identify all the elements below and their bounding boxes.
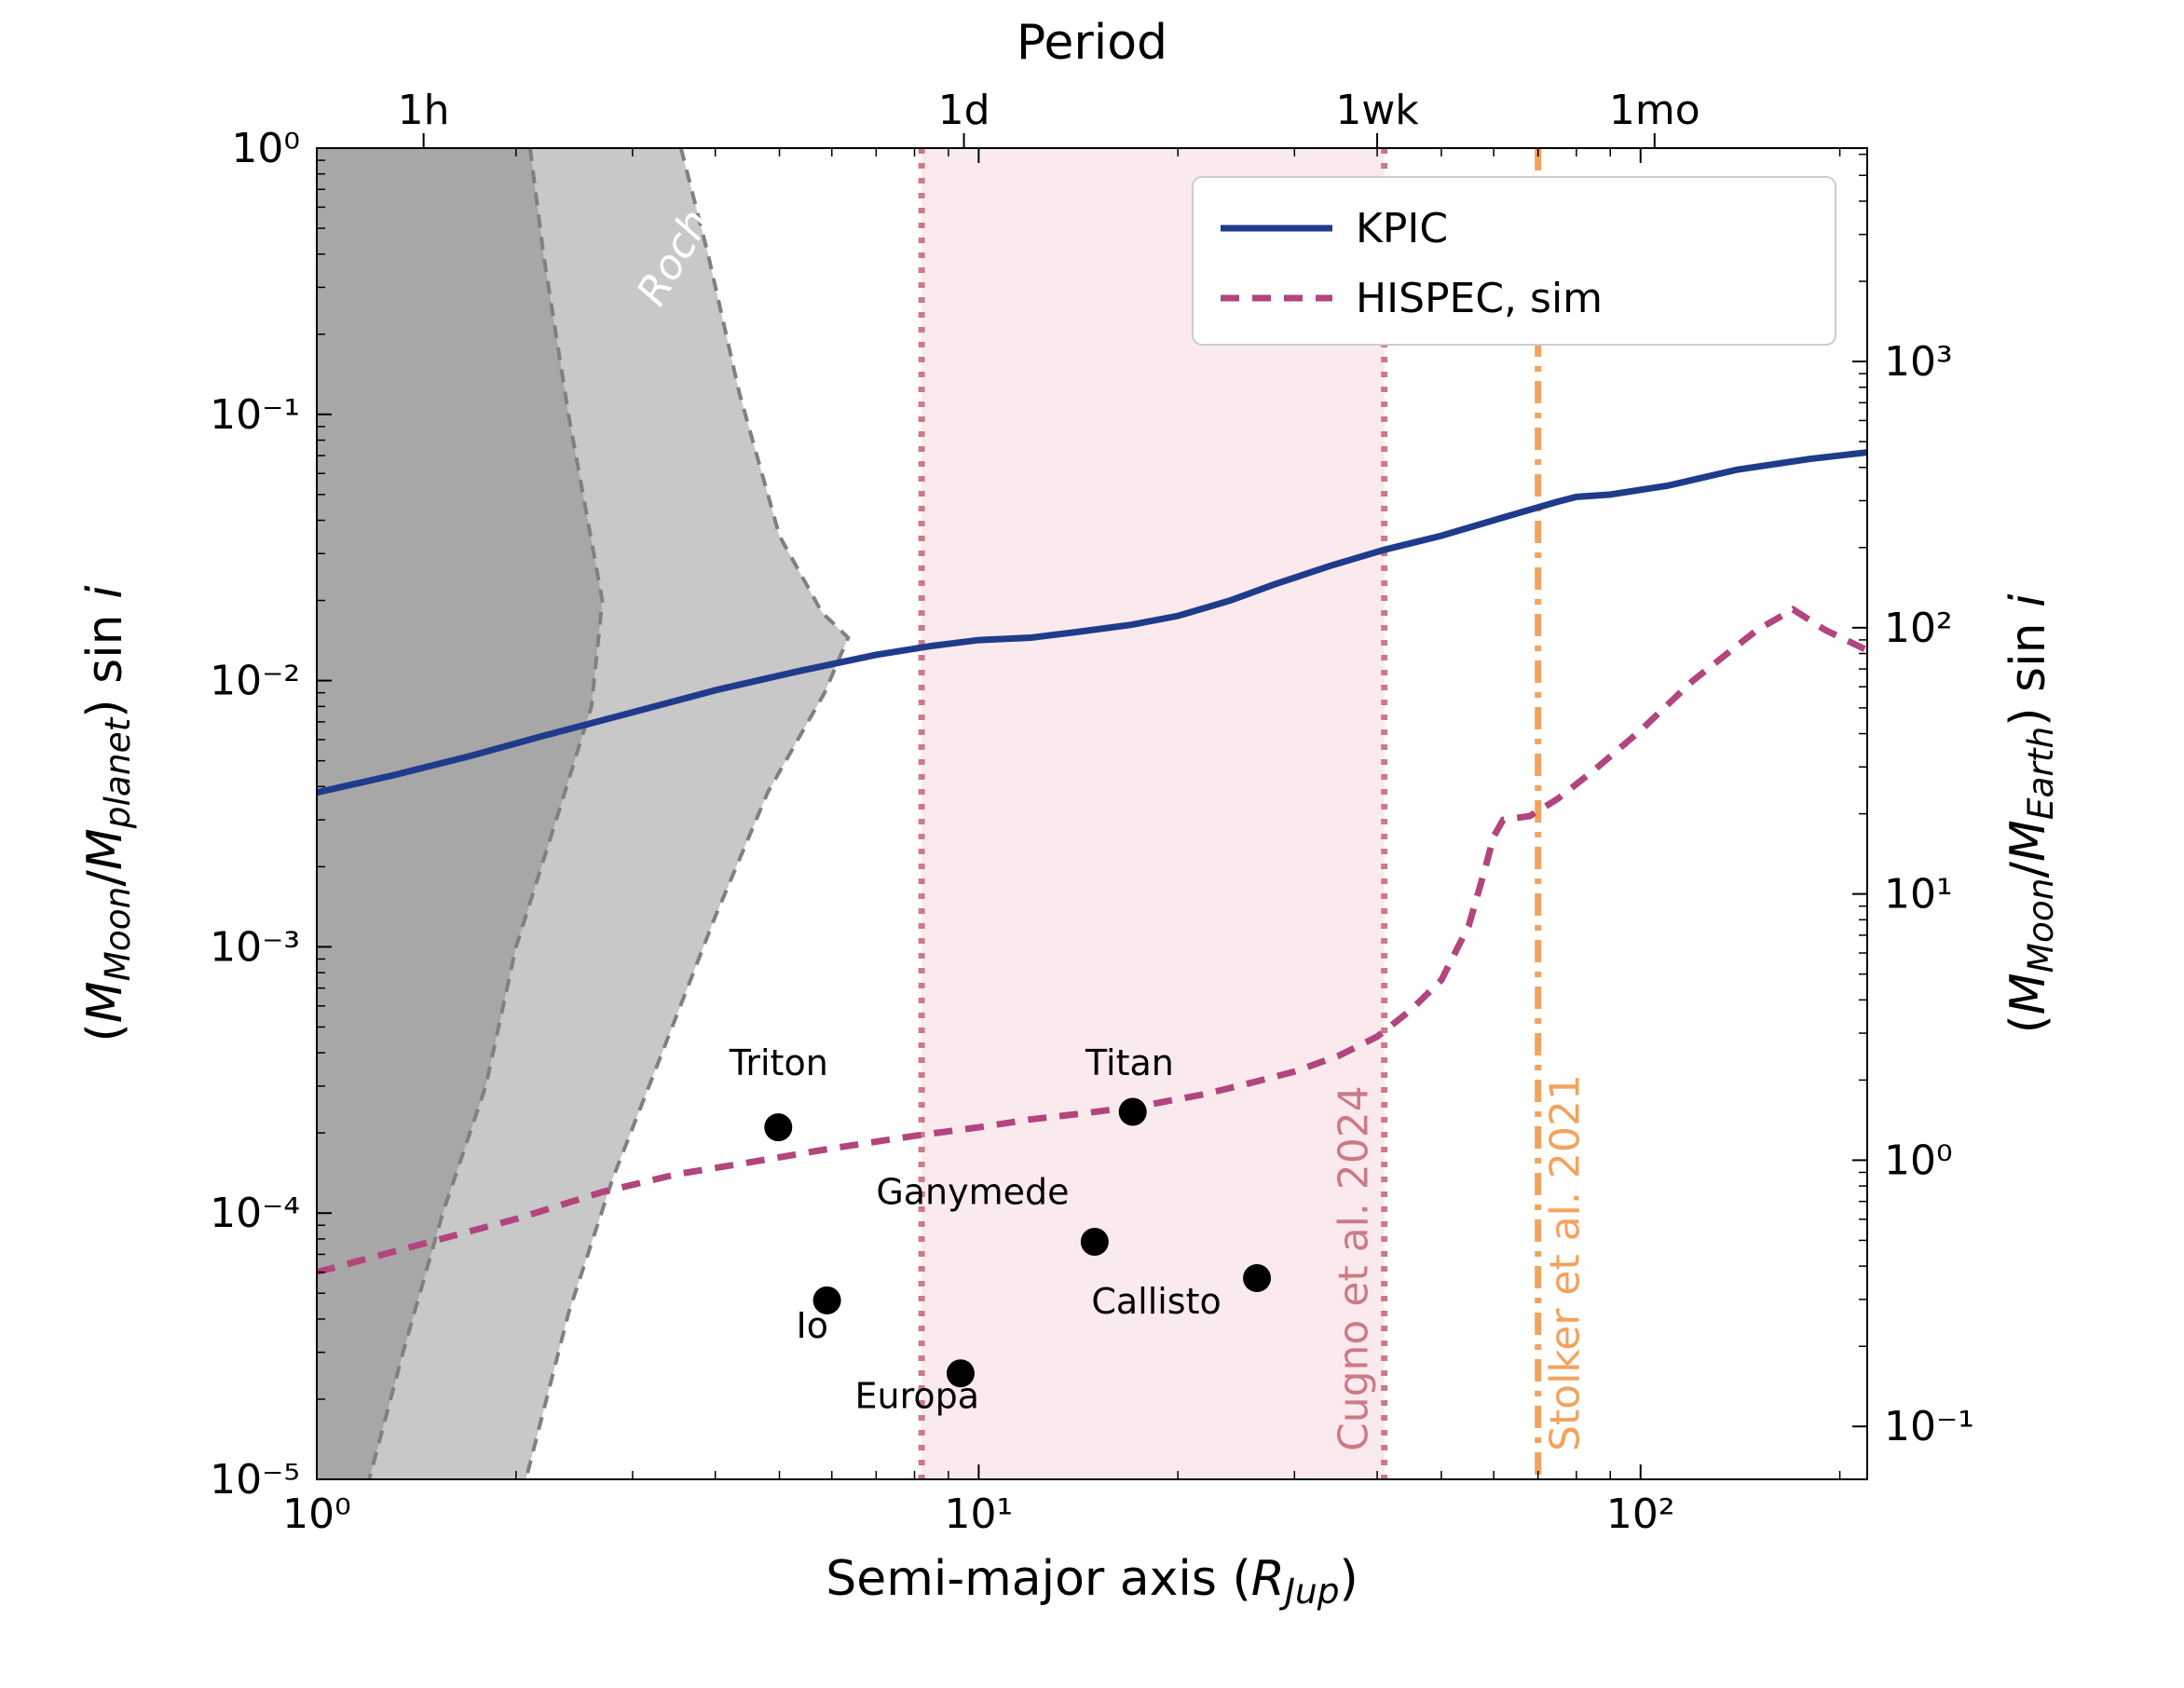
y-axis-title-right: (MMoon/MEarth) sin i [2000,593,2061,1034]
y-tick-label: 10⁻¹ [210,391,300,439]
top-axis-title: Period [1017,15,1167,71]
chart-container: TritonIoEuropaGanymedeTitanCallistoRoche… [0,0,2184,1688]
legend-label-kpic: KPIC [1356,205,1448,252]
top-tick-label: 1wk [1335,87,1419,134]
x-tick-label: 10¹ [945,1491,1014,1538]
moon-marker-ganymede [1081,1228,1109,1256]
top-tick-label: 1d [938,87,990,134]
moon-marker-triton [764,1113,792,1141]
y-tick-label: 10⁰ [231,125,300,172]
x-tick-label: 10² [1606,1491,1675,1538]
y2-tick-label: 10⁻¹ [1884,1403,1974,1450]
legend-label-hispec: HISPEC, sim [1356,275,1603,322]
cugno-ref-label: Cugno et al. 2024 [1331,1085,1378,1451]
y-axis-title-left: (MMoon/Mplanet) sin i [77,585,138,1042]
chart-svg: TritonIoEuropaGanymedeTitanCallistoRoche… [0,0,2184,1688]
y2-tick-label: 10⁰ [1884,1137,1953,1184]
moon-label-titan: Titan [1085,1042,1174,1083]
y2-tick-label: 10³ [1884,338,1953,386]
moon-marker-titan [1119,1098,1147,1126]
x-axis-title: Semi-major axis (RJup) [826,1551,1358,1612]
top-tick-label: 1mo [1609,87,1700,134]
moon-label-ganymede: Ganymede [876,1172,1069,1213]
stolker-ref-label: Stolker et al. 2021 [1542,1074,1590,1451]
y-tick-label: 10⁻⁵ [210,1456,300,1504]
y-tick-label: 10⁻² [210,658,300,705]
moon-marker-callisto [1243,1264,1271,1292]
moon-label-callisto: Callisto [1091,1281,1221,1322]
moon-label-triton: Triton [729,1042,828,1083]
moon-label-europa: Europa [854,1376,979,1417]
y2-tick-label: 10² [1884,605,1953,652]
y2-tick-label: 10¹ [1884,871,1953,919]
y-tick-label: 10⁻⁴ [210,1190,300,1237]
y-tick-label: 10⁻³ [210,923,300,971]
moon-label-io: Io [797,1305,828,1346]
top-tick-label: 1h [398,87,450,134]
